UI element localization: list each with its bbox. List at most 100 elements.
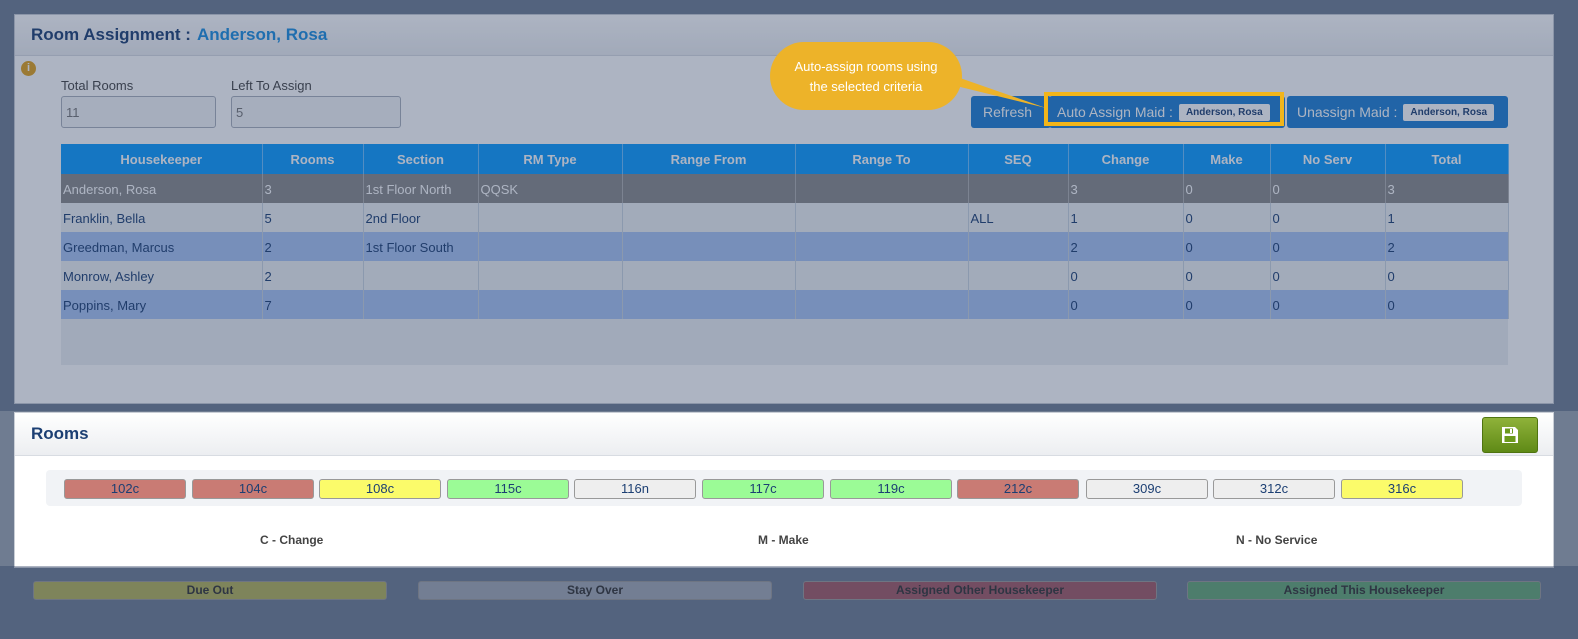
table-cell: 0 [1385,290,1509,319]
column-header[interactable]: Total [1385,144,1509,174]
room-chip[interactable]: 108c [319,479,441,499]
status-stay-over: Stay Over [418,581,772,600]
table-cell [622,203,796,232]
room-assignment-panel: Room Assignment : Anderson, Rosa i Total… [14,14,1554,404]
table-cell [478,232,623,261]
table-cell: Anderson, Rosa [61,174,263,203]
room-chip-strip: 102c 104c 108c 115c 116n 117c 119c 212c … [46,470,1522,506]
column-header[interactable]: Rooms [262,144,364,174]
table-row[interactable]: Franklin, Bella 5 2nd Floor ALL 1 0 0 1 [61,203,1509,232]
table-cell: 7 [262,290,364,319]
housekeeper-table: Housekeeper Rooms Section RM Type Range … [61,144,1509,365]
table-cell: Monrow, Ashley [61,261,263,290]
table-cell: 0 [1270,232,1386,261]
table-empty-area [61,319,1508,365]
room-chip[interactable]: 309c [1086,479,1208,499]
table-cell: 2 [262,232,364,261]
room-chip[interactable]: 115c [447,479,569,499]
column-header[interactable]: Housekeeper [61,144,263,174]
table-cell [478,261,623,290]
left-to-assign-label: Left To Assign [231,78,312,93]
table-cell [795,232,969,261]
room-chip[interactable]: 316c [1341,479,1463,499]
table-row[interactable]: Monrow, Ashley 2 0 0 0 0 [61,261,1509,290]
tooltip-line-2: the selected criteria [809,79,923,94]
room-chip[interactable]: 312c [1213,479,1335,499]
table-cell [795,261,969,290]
status-assigned-this: Assigned This Housekeeper [1187,581,1541,600]
table-cell: 0 [1183,290,1271,319]
legend-no-service: N - No Service [1236,533,1318,547]
table-cell [622,174,796,203]
total-rooms-label: Total Rooms [61,78,134,93]
column-header[interactable]: Range From [622,144,796,174]
callout-pointer [940,78,1046,108]
table-cell: 0 [1183,232,1271,261]
legend-make: M - Make [758,533,809,547]
table-cell: Poppins, Mary [61,290,263,319]
dim-overlay [0,566,1578,639]
column-header[interactable]: Make [1183,144,1271,174]
table-cell [622,232,796,261]
table-cell [968,174,1069,203]
table-cell: 5 [262,203,364,232]
table-cell [968,232,1069,261]
left-to-assign-field[interactable]: 5 [231,96,401,128]
table-cell: 0 [1068,290,1184,319]
room-chip[interactable]: 116n [574,479,696,499]
table-cell: 3 [1385,174,1509,203]
table-cell [795,203,969,232]
room-chip[interactable]: 104c [192,479,314,499]
rooms-panel: Rooms 102c 104c 108c 115c 116n 117c 119c… [14,412,1554,568]
unassign-maid-select[interactable]: Anderson, Rosa [1403,103,1495,121]
table-cell: 1 [1068,203,1184,232]
column-header[interactable]: SEQ [968,144,1069,174]
table-cell: QQSK [478,174,623,203]
column-header[interactable]: No Serv [1270,144,1386,174]
table-cell [363,261,479,290]
column-header[interactable]: Change [1068,144,1184,174]
auto-assign-maid-select[interactable]: Anderson, Rosa [1178,103,1270,121]
room-chip[interactable]: 117c [702,479,824,499]
table-cell: 0 [1270,290,1386,319]
table-cell: 1 [1385,203,1509,232]
table-cell: 2 [1068,232,1184,261]
table-cell [968,261,1069,290]
room-assignment-title: Room Assignment : [31,25,191,44]
room-chip[interactable]: 119c [830,479,952,499]
column-header[interactable]: Section [363,144,479,174]
table-empty-cell [61,319,1508,365]
column-header[interactable]: RM Type [478,144,623,174]
unassign-label: Unassign Maid : [1297,104,1398,120]
table-row[interactable]: Greedman, Marcus 2 1st Floor South 2 0 0… [61,232,1509,261]
table-cell [363,290,479,319]
table-cell: 0 [1183,261,1271,290]
table-row[interactable]: Poppins, Mary 7 0 0 0 0 [61,290,1509,319]
column-header[interactable]: Range To [795,144,969,174]
refresh-button[interactable]: Refresh [971,96,1051,128]
table-cell: 2nd Floor [363,203,479,232]
save-button[interactable] [1482,417,1538,453]
table-cell: 0 [1270,203,1386,232]
table-cell: 0 [1183,203,1271,232]
table-cell: 3 [1068,174,1184,203]
auto-assign-tooltip: Auto-assign rooms using the selected cri… [770,42,962,110]
rooms-title: Rooms [31,424,89,443]
table-cell: 2 [1385,232,1509,261]
total-rooms-field[interactable]: 11 [61,96,216,128]
table-cell: Franklin, Bella [61,203,263,232]
table-cell [622,261,796,290]
unassign-maid-button[interactable]: Unassign Maid : Anderson, Rosa [1287,96,1508,128]
table-cell: 0 [1270,261,1386,290]
room-chip[interactable]: 102c [64,479,186,499]
table-cell [795,290,969,319]
table-cell: 1st Floor South [363,232,479,261]
selected-housekeeper-name: Anderson, Rosa [196,25,328,44]
auto-assign-label: Auto Assign Maid : [1057,104,1173,120]
table-cell: 0 [1385,261,1509,290]
table-cell: Greedman, Marcus [61,232,263,261]
table-row[interactable]: Anderson, Rosa 3 1st Floor North QQSK 3 … [61,174,1509,203]
room-chip[interactable]: 212c [957,479,1079,499]
info-icon[interactable]: i [21,61,36,76]
auto-assign-highlight [1044,92,1284,126]
